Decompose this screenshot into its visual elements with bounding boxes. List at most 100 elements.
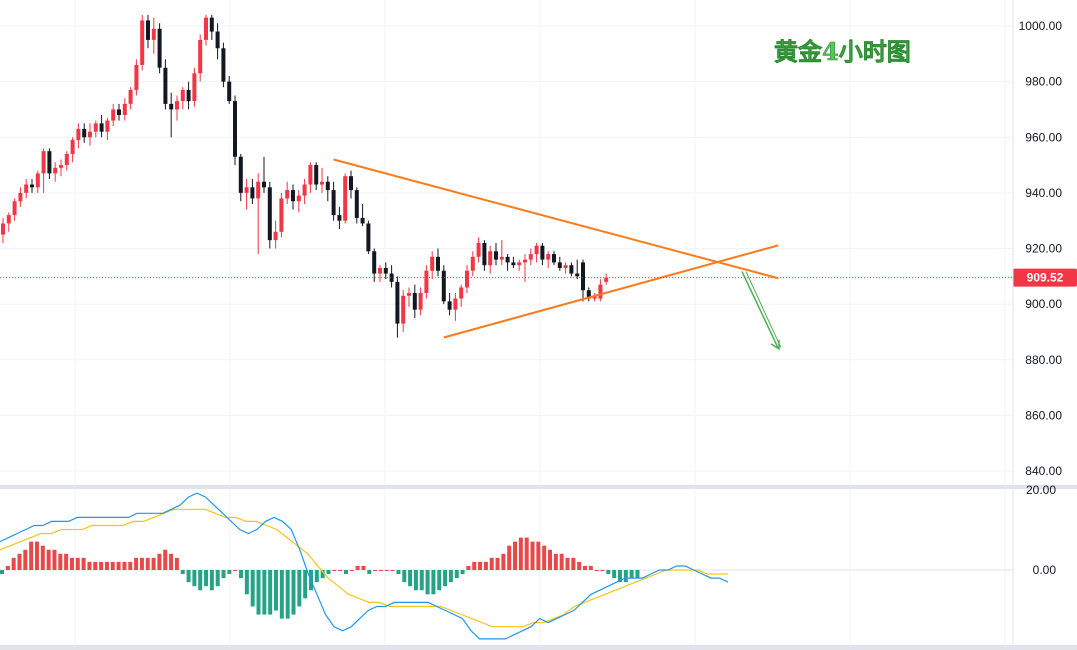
macd-histogram-bar <box>443 570 448 587</box>
candle-body <box>343 176 348 221</box>
candle-body <box>285 190 290 199</box>
candle <box>209 14 214 40</box>
candle-body <box>308 165 313 185</box>
candle-body <box>453 298 458 310</box>
macd-histogram-bar <box>571 557 576 570</box>
candle <box>163 59 168 110</box>
candle <box>99 115 104 138</box>
candle-body <box>360 217 365 224</box>
candle <box>586 287 591 302</box>
candle <box>331 181 336 221</box>
candle <box>238 153 243 202</box>
current-price-tag-bg <box>1013 268 1077 287</box>
candle-body <box>140 20 145 65</box>
candle <box>233 95 237 166</box>
candle-body <box>459 287 464 299</box>
candle <box>302 178 307 204</box>
candle-body <box>180 89 185 102</box>
candle <box>343 173 348 224</box>
candle <box>12 198 17 221</box>
candle <box>424 265 429 299</box>
candle <box>499 240 504 266</box>
macd-histogram-bar <box>52 549 57 570</box>
candle-body <box>488 251 493 266</box>
macd-pane <box>0 492 1013 640</box>
candle-body <box>128 89 133 104</box>
candle <box>360 204 365 227</box>
candle <box>273 220 278 249</box>
candle-body <box>395 281 400 324</box>
candle-body <box>436 256 440 271</box>
candle-body <box>482 242 487 266</box>
candle-body <box>76 128 81 141</box>
macd-histogram-bar <box>256 570 261 615</box>
macd-histogram-bar <box>116 561 121 570</box>
candle <box>598 279 603 302</box>
candle-body <box>134 64 139 90</box>
price-tick-label: 960.00 <box>1025 130 1062 144</box>
macd-histogram-bar <box>373 570 378 571</box>
macd-histogram-bar <box>180 570 185 575</box>
candle <box>378 265 382 282</box>
macd-histogram-bar <box>565 557 570 570</box>
candle-body <box>447 301 452 310</box>
candle-body <box>349 176 353 191</box>
candle-body <box>331 190 336 216</box>
macd-histogram-bar <box>466 565 471 570</box>
candle <box>534 242 539 263</box>
candle-body <box>1 223 5 235</box>
macd-histogram-bar <box>69 557 74 570</box>
macd-histogram-bar <box>268 570 273 615</box>
candle-body <box>337 215 342 221</box>
macd-histogram-bar <box>548 549 553 570</box>
macd-histogram-bar <box>87 561 92 570</box>
macd-histogram-bar <box>612 570 617 579</box>
macd-histogram-bar <box>285 570 290 619</box>
candle <box>389 265 394 288</box>
candle-body <box>6 215 11 224</box>
candle-body <box>186 89 191 102</box>
macd-histogram-bar <box>204 570 209 587</box>
candle <box>470 251 475 277</box>
macd-histogram-bar <box>338 570 343 571</box>
candle <box>192 67 197 107</box>
candle <box>407 287 411 307</box>
macd-histogram-bar <box>209 570 214 591</box>
price-tick-label: 920.00 <box>1025 242 1062 256</box>
projection-arrow <box>741 271 782 351</box>
macd-histogram-bar <box>227 570 232 575</box>
candle <box>169 92 174 138</box>
candle <box>325 176 330 202</box>
macd-histogram-bar <box>384 570 389 571</box>
candle <box>395 276 400 338</box>
candle-body <box>366 223 371 252</box>
candle <box>401 290 406 332</box>
candle <box>291 184 295 210</box>
candle <box>430 251 435 280</box>
candle <box>53 162 58 182</box>
candle-body <box>30 184 34 188</box>
candle-body <box>262 181 266 188</box>
macd-histogram-bar <box>530 541 535 570</box>
macd-histogram-bar <box>46 549 51 570</box>
macd-histogram-bar <box>23 549 28 570</box>
candle <box>250 178 255 204</box>
candle-body <box>470 256 475 271</box>
candle <box>82 123 87 143</box>
candle <box>215 23 220 60</box>
macd-histogram-bar <box>75 557 80 570</box>
candle <box>581 259 585 302</box>
candle <box>244 178 249 210</box>
candle <box>267 181 272 249</box>
macd-histogram-bar <box>507 545 512 570</box>
macd-histogram-bar <box>99 561 104 570</box>
candle <box>540 242 545 266</box>
candle-body <box>383 267 388 274</box>
candle <box>308 162 313 193</box>
candle <box>436 248 440 277</box>
candle-body <box>407 293 411 296</box>
candle <box>575 259 580 280</box>
candle-body <box>465 270 469 288</box>
candle-body <box>476 242 481 257</box>
macd-histogram-bar <box>524 537 529 570</box>
